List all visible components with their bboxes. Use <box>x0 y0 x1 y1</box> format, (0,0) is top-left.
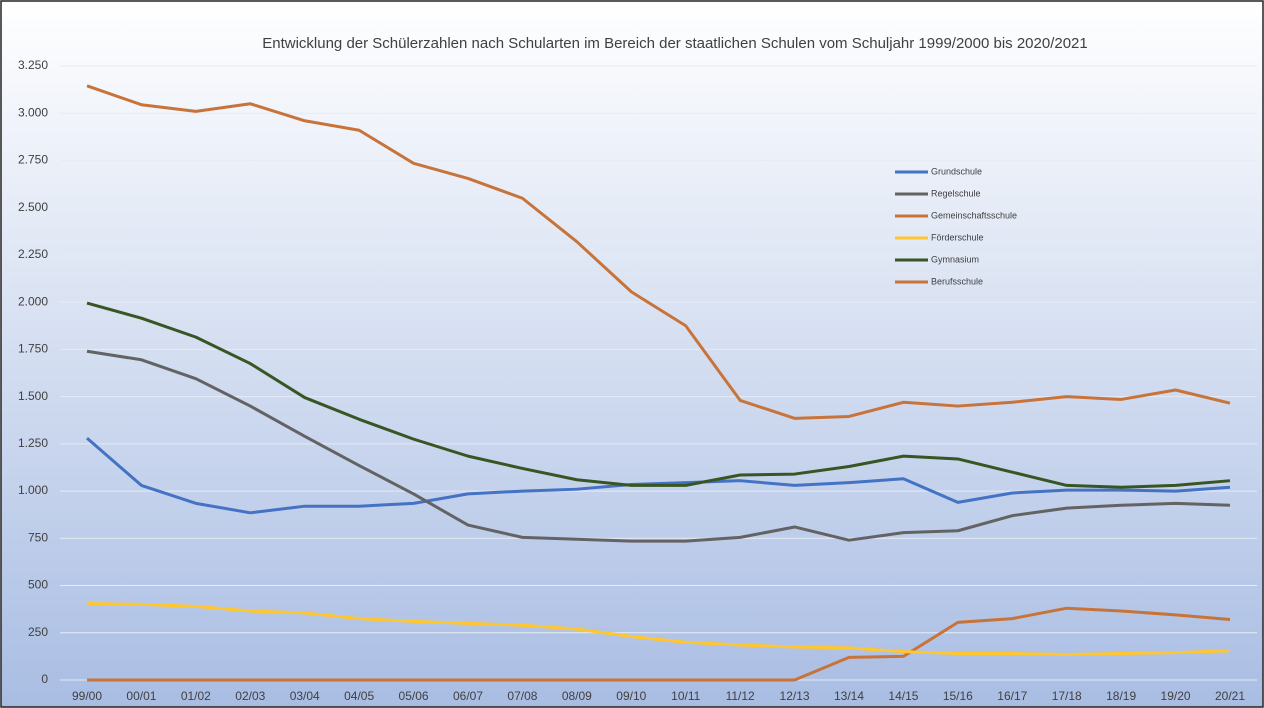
x-tick-label: 02/03 <box>235 689 265 703</box>
y-tick-label: 2.000 <box>18 294 48 308</box>
y-tick-label: 1.750 <box>18 342 48 356</box>
x-tick-label: 08/09 <box>562 689 592 703</box>
legend-label: Gemeinschaftsschule <box>931 210 1017 220</box>
x-tick-label: 11/12 <box>726 689 755 703</box>
legend-label: Berufsschule <box>931 276 983 286</box>
x-tick-label: 00/01 <box>126 689 156 703</box>
series-line <box>86 601 1231 656</box>
legend-label: Gymnasium <box>931 254 979 264</box>
series-line <box>87 606 1231 682</box>
x-tick-label: 18/19 <box>1106 689 1136 703</box>
x-tick-label: 99/00 <box>72 689 102 703</box>
y-tick-label: 2.750 <box>18 153 48 167</box>
x-tick-label: 13/14 <box>834 689 864 703</box>
series-line <box>86 437 1231 515</box>
y-tick-label: 3.000 <box>18 105 48 119</box>
legend-label: Regelschule <box>931 188 981 198</box>
series-line <box>86 84 1231 420</box>
series-line <box>86 349 1231 543</box>
x-tick-label: 05/06 <box>399 689 429 703</box>
y-tick-label: 500 <box>28 578 48 592</box>
x-tick-label: 10/11 <box>671 689 700 703</box>
x-tick-label: 04/05 <box>344 689 374 703</box>
legend-label: Förderschule <box>931 232 984 242</box>
y-tick-label: 2.500 <box>18 200 48 214</box>
x-tick-label: 03/04 <box>290 689 320 703</box>
x-tick-label: 20/21 <box>1215 689 1245 703</box>
x-tick-label: 07/08 <box>507 689 537 703</box>
chart-title: Entwicklung der Schülerzahlen nach Schul… <box>262 35 1088 52</box>
x-tick-label: 16/17 <box>997 689 1027 703</box>
x-tick-label: 14/15 <box>888 689 918 703</box>
y-tick-label: 1.250 <box>18 436 48 450</box>
x-tick-label: 12/13 <box>780 689 810 703</box>
x-tick-label: 15/16 <box>943 689 973 703</box>
y-tick-label: 0 <box>41 672 48 686</box>
y-tick-label: 250 <box>28 625 48 639</box>
x-tick-label: 06/07 <box>453 689 483 703</box>
legend-label: Grundschule <box>931 166 982 176</box>
series-line <box>86 301 1231 489</box>
x-tick-label: 17/18 <box>1052 689 1082 703</box>
x-tick-label: 09/10 <box>616 689 646 703</box>
y-tick-label: 3.250 <box>18 58 48 72</box>
y-tick-label: 2.250 <box>18 247 48 261</box>
y-tick-label: 750 <box>28 530 48 544</box>
x-tick-label: 01/02 <box>181 689 211 703</box>
x-tick-label: 19/20 <box>1161 689 1191 703</box>
y-tick-label: 1.500 <box>18 389 48 403</box>
y-tick-label: 1.000 <box>18 483 48 497</box>
